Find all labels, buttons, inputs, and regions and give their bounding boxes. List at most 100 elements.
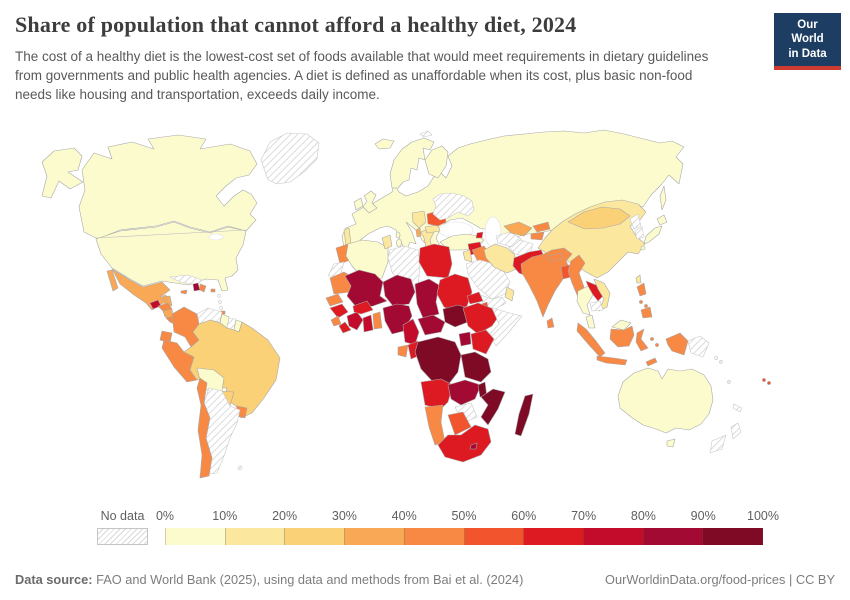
country-madagascar[interactable] — [514, 393, 534, 437]
country-mozambique[interactable] — [480, 388, 506, 426]
country-papua-new-guinea[interactable] — [687, 335, 710, 358]
country-bulgaria[interactable] — [424, 224, 441, 234]
country-thailand[interactable] — [576, 285, 594, 316]
country-burkina-faso[interactable] — [352, 300, 374, 315]
country-tunisia[interactable] — [381, 234, 393, 250]
country-eritrea[interactable] — [466, 291, 484, 305]
country-dr-congo[interactable] — [414, 336, 462, 386]
country-tajikistan[interactable] — [530, 231, 545, 241]
country-south-korea[interactable] — [634, 226, 645, 240]
country-hungary-balkans[interactable] — [411, 210, 427, 229]
country-solomon-islands[interactable] — [714, 356, 718, 360]
country-cambodia[interactable] — [589, 300, 604, 312]
country-borneo-malaysia[interactable] — [611, 319, 632, 331]
country-brazil[interactable] — [183, 319, 281, 419]
country-jamaica[interactable] — [180, 289, 188, 295]
country-canada[interactable] — [78, 134, 258, 240]
country-chile[interactable] — [196, 377, 213, 479]
country-vanuatu[interactable] — [727, 380, 731, 384]
owid-logo[interactable]: Our World in Data — [774, 13, 841, 71]
country-timor-leste[interactable] — [645, 357, 658, 367]
country-scandinavia[interactable] — [389, 137, 435, 189]
country-botswana[interactable] — [447, 411, 472, 436]
country-ivory-coast[interactable] — [346, 311, 364, 331]
country-ethiopia[interactable] — [462, 302, 502, 335]
country-mali[interactable] — [344, 269, 388, 309]
country-kyrgyzstan[interactable] — [532, 221, 551, 233]
country-falkland-islands[interactable] — [237, 465, 243, 471]
country-fiji[interactable] — [767, 381, 771, 385]
country-corsica[interactable] — [395, 231, 401, 239]
country-united-states[interactable] — [95, 221, 247, 292]
country-malaysia[interactable] — [585, 314, 596, 329]
country-alaska[interactable] — [41, 147, 84, 199]
no-data-swatch[interactable] — [97, 528, 148, 545]
country-mexico[interactable] — [111, 268, 173, 311]
country-turkmenistan[interactable] — [495, 231, 522, 248]
country-zambia[interactable] — [447, 379, 482, 406]
country-angola[interactable] — [420, 378, 454, 410]
country-philippines[interactable] — [644, 304, 648, 308]
country-japan[interactable] — [640, 245, 646, 251]
country-sri-lanka[interactable] — [546, 317, 555, 329]
legend-bin-30-40%[interactable] — [345, 528, 405, 545]
country-philippines[interactable] — [640, 306, 653, 319]
footer-link[interactable]: OurWorldinData.org/food-prices | CC BY — [605, 572, 835, 587]
country-chad[interactable] — [414, 278, 440, 319]
country-lesser-antilles[interactable] — [219, 306, 223, 310]
country-borneo-indonesia[interactable] — [609, 325, 635, 348]
country-svalbard[interactable] — [419, 130, 433, 138]
country-iceland[interactable] — [374, 138, 395, 150]
country-lesotho[interactable] — [469, 442, 478, 450]
country-united-kingdom[interactable] — [362, 190, 378, 214]
country-ukraine[interactable] — [432, 192, 475, 221]
country-finland[interactable] — [424, 145, 449, 179]
country-fiji[interactable] — [762, 378, 766, 382]
country-tasmania[interactable] — [666, 438, 676, 448]
country-niger[interactable] — [382, 274, 416, 307]
country-sakhalin[interactable] — [659, 185, 667, 211]
country-lesser-antilles[interactable] — [218, 300, 222, 304]
country-sulawesi[interactable] — [635, 328, 649, 352]
country-japan[interactable] — [656, 214, 668, 226]
legend-bin-40-50%[interactable] — [404, 528, 465, 545]
country-nepal[interactable] — [546, 252, 564, 262]
country-australia[interactable] — [617, 367, 714, 434]
country-new-zealand[interactable] — [730, 422, 742, 440]
country-greenland[interactable] — [260, 132, 320, 185]
country-albania[interactable] — [415, 227, 422, 238]
country-kenya[interactable] — [470, 329, 495, 355]
country-philippines[interactable] — [639, 300, 643, 304]
legend-bin-90-100%[interactable] — [703, 528, 764, 545]
country-algeria[interactable] — [345, 239, 389, 283]
country-sudan[interactable] — [436, 273, 473, 312]
country-new-caledonia[interactable] — [732, 403, 743, 413]
country-sumatra[interactable] — [576, 322, 606, 358]
country-guinea[interactable] — [329, 303, 349, 319]
country-sierra-leone[interactable] — [330, 315, 342, 327]
country-armenia[interactable] — [475, 231, 484, 239]
legend-bin-80-90%[interactable] — [643, 528, 704, 545]
country-philippines[interactable] — [636, 282, 647, 297]
country-solomon-islands[interactable] — [719, 360, 723, 364]
legend-bin-20-30%[interactable] — [285, 528, 346, 545]
country-ghana[interactable] — [362, 314, 374, 333]
legend-bin-60-70%[interactable] — [524, 528, 584, 545]
country-cameroon[interactable] — [402, 318, 420, 346]
country-tanzania[interactable] — [460, 351, 492, 383]
country-somalia[interactable] — [489, 307, 523, 347]
country-dominican-republic[interactable] — [199, 283, 207, 293]
legend-bin-70-80%[interactable] — [583, 528, 644, 545]
country-maluku[interactable] — [650, 337, 654, 341]
country-puerto-rico[interactable] — [210, 288, 216, 293]
country-belize[interactable] — [162, 294, 168, 302]
legend-bin-50-60%[interactable] — [464, 528, 525, 545]
country-oman[interactable] — [504, 286, 515, 302]
country-uzbekistan[interactable] — [503, 221, 533, 237]
legend-bin-10-20%[interactable] — [225, 528, 286, 545]
country-taiwan[interactable] — [635, 274, 642, 284]
country-north-korea[interactable] — [629, 213, 642, 230]
country-liberia[interactable] — [338, 321, 352, 334]
country-namibia[interactable] — [424, 404, 446, 446]
country-ireland[interactable] — [353, 197, 364, 211]
